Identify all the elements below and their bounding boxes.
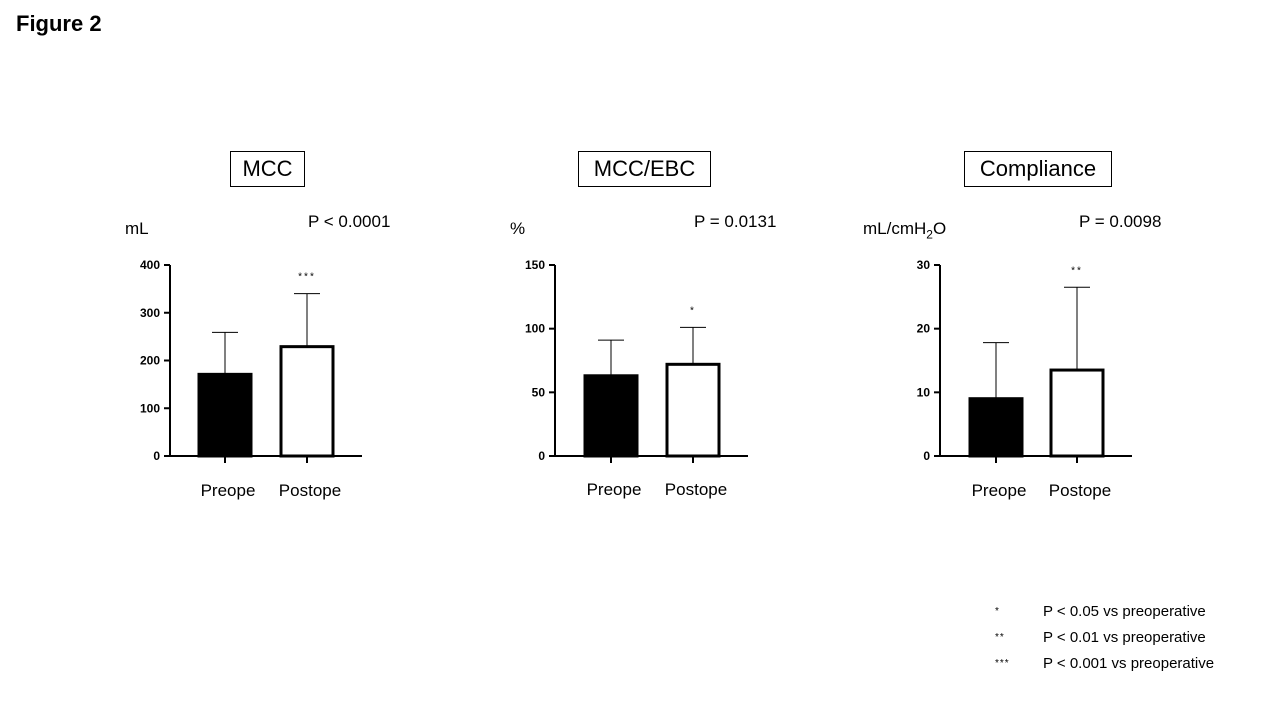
figure-title: Figure 2 <box>16 11 102 36</box>
legend-row-1: * P < 0.05 vs preoperative <box>995 598 1214 624</box>
significance-legend: * P < 0.05 vs preoperative ** P < 0.01 v… <box>995 598 1214 676</box>
bar <box>279 345 335 458</box>
y-unit-mcc-ebc: % <box>510 219 526 238</box>
legend-text-3: P < 0.001 vs preoperative <box>1043 654 1215 672</box>
legend-symbol-1: * <box>995 605 1000 617</box>
legend-text-2: P < 0.01 vs preoperative <box>1043 628 1206 646</box>
panel-title-mcc: MCC <box>230 151 305 187</box>
category-label: Postope <box>665 480 727 499</box>
legend-symbol-2: ** <box>995 631 1005 643</box>
y-tick-label: 300 <box>140 306 160 320</box>
bar <box>1049 368 1105 458</box>
bar <box>968 397 1024 458</box>
category-label: Preope <box>972 481 1027 500</box>
significance-marker: *** <box>298 272 316 283</box>
y-tick-label: 20 <box>917 322 931 336</box>
y-tick-label: 100 <box>140 401 160 415</box>
y-unit-compliance-sub: 2 <box>926 227 933 242</box>
legend-text-1: P < 0.05 vs preoperative <box>1043 602 1206 620</box>
bar <box>665 362 721 458</box>
y-tick-label: 0 <box>923 449 930 463</box>
y-unit-compliance-main: mL/cmH <box>863 219 927 238</box>
category-label: Postope <box>1049 481 1111 500</box>
category-label: Postope <box>279 481 341 500</box>
category-label: Preope <box>587 480 642 499</box>
y-tick-label: 400 <box>140 258 160 272</box>
panel-title-mcc-ebc: MCC/EBC <box>578 151 711 187</box>
y-tick-label: 0 <box>153 449 160 463</box>
bar <box>197 372 253 458</box>
pvalue-mcc-ebc: P = 0.0131 <box>694 212 777 231</box>
bar <box>583 374 639 458</box>
significance-marker: * <box>690 305 696 316</box>
legend-symbol-3: *** <box>995 657 1010 669</box>
y-tick-label: 10 <box>917 385 931 399</box>
y-unit-mcc: mL <box>125 219 149 238</box>
y-tick-label: 30 <box>917 258 931 272</box>
y-tick-label: 200 <box>140 354 160 368</box>
y-tick-label: 50 <box>532 385 546 399</box>
legend-row-3: *** P < 0.001 vs preoperative <box>995 650 1214 676</box>
legend-row-2: ** P < 0.01 vs preoperative <box>995 624 1214 650</box>
pvalue-mcc: P < 0.0001 <box>308 212 391 231</box>
panel-title-compliance: Compliance <box>964 151 1112 187</box>
y-tick-label: 100 <box>525 322 545 336</box>
y-unit-compliance: mL/cmH2O <box>863 219 946 241</box>
y-tick-label: 150 <box>525 258 545 272</box>
significance-marker: ** <box>1071 265 1083 276</box>
y-unit-compliance-tail: O <box>932 219 947 238</box>
y-tick-label: 0 <box>538 449 545 463</box>
pvalue-compliance: P = 0.0098 <box>1079 212 1162 231</box>
category-label: Preope <box>201 481 256 500</box>
